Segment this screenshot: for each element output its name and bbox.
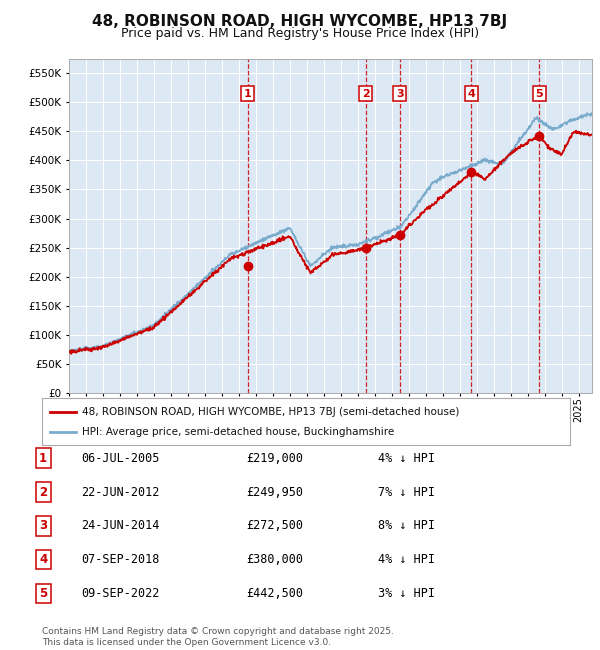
Text: 4: 4 [467,88,475,99]
Text: 48, ROBINSON ROAD, HIGH WYCOMBE, HP13 7BJ (semi-detached house): 48, ROBINSON ROAD, HIGH WYCOMBE, HP13 7B… [82,406,459,417]
Text: 07-SEP-2018: 07-SEP-2018 [81,553,160,566]
Text: £380,000: £380,000 [246,553,303,566]
Text: 4: 4 [39,553,47,566]
Text: 24-JUN-2014: 24-JUN-2014 [81,519,160,532]
Text: £219,000: £219,000 [246,452,303,465]
Text: 48, ROBINSON ROAD, HIGH WYCOMBE, HP13 7BJ: 48, ROBINSON ROAD, HIGH WYCOMBE, HP13 7B… [92,14,508,29]
Text: 8% ↓ HPI: 8% ↓ HPI [378,519,435,532]
Text: 3: 3 [396,88,404,99]
Text: £442,500: £442,500 [246,587,303,600]
Text: 5: 5 [39,587,47,600]
Text: 2: 2 [39,486,47,499]
Text: 3: 3 [39,519,47,532]
Text: 1: 1 [244,88,251,99]
Text: 5: 5 [535,88,543,99]
Text: 4% ↓ HPI: 4% ↓ HPI [378,553,435,566]
Text: £249,950: £249,950 [246,486,303,499]
Text: £272,500: £272,500 [246,519,303,532]
Text: 4% ↓ HPI: 4% ↓ HPI [378,452,435,465]
Text: 3% ↓ HPI: 3% ↓ HPI [378,587,435,600]
Text: 1: 1 [39,452,47,465]
Text: 09-SEP-2022: 09-SEP-2022 [81,587,160,600]
Text: 22-JUN-2012: 22-JUN-2012 [81,486,160,499]
Text: 7% ↓ HPI: 7% ↓ HPI [378,486,435,499]
Text: HPI: Average price, semi-detached house, Buckinghamshire: HPI: Average price, semi-detached house,… [82,427,394,437]
Text: Price paid vs. HM Land Registry's House Price Index (HPI): Price paid vs. HM Land Registry's House … [121,27,479,40]
Text: Contains HM Land Registry data © Crown copyright and database right 2025.
This d: Contains HM Land Registry data © Crown c… [42,627,394,647]
Text: 06-JUL-2005: 06-JUL-2005 [81,452,160,465]
Text: 2: 2 [362,88,370,99]
